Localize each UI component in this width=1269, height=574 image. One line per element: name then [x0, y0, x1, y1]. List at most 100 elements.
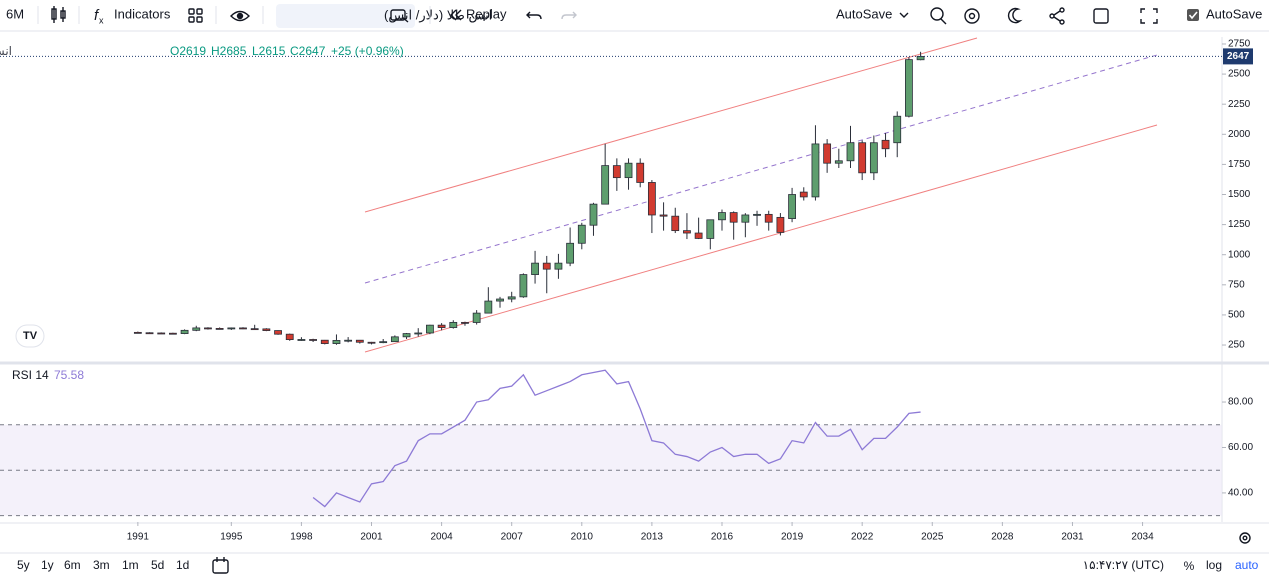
y-tick-label: 2250: [1228, 99, 1251, 110]
goto-date-icon[interactable]: [212, 557, 229, 574]
candle-body: [204, 327, 212, 330]
channel-lower[interactable]: [364, 124, 1158, 353]
candle-body: [414, 332, 423, 335]
candle-body: [355, 339, 364, 343]
range-button[interactable]: 1m: [122, 558, 139, 572]
y-tick-label: 2500: [1228, 69, 1251, 80]
x-tick-label: 2022: [851, 532, 874, 543]
range-button[interactable]: 5y: [17, 558, 30, 572]
log-toggle[interactable]: log: [1206, 558, 1222, 572]
candle-body: [227, 327, 236, 330]
candle-body: [285, 333, 294, 341]
axis-settings-icon[interactable]: [1239, 532, 1251, 544]
legend-close: C2647: [290, 44, 326, 58]
channel-middle[interactable]: [364, 54, 1158, 284]
candle-body: [426, 324, 434, 334]
candle-body: [215, 328, 224, 330]
candle-body: [858, 142, 867, 174]
y-tick-label: 250: [1228, 340, 1245, 351]
candle-body: [916, 55, 925, 61]
toolbar: 6M f x Indicators انس طلا (دلار/ انس) Re…: [0, 4, 1269, 32]
last-price-tag: [1223, 48, 1253, 65]
candle-body: [624, 162, 633, 179]
candle-body: [496, 298, 504, 302]
percent-toggle[interactable]: %: [1184, 559, 1195, 573]
candle-body: [519, 274, 528, 298]
range-button[interactable]: 6m: [64, 558, 81, 572]
candle-body: [262, 328, 271, 331]
candle-body: [484, 300, 493, 314]
candle-body: [566, 242, 575, 264]
candle-body: [169, 332, 177, 335]
y-tick-label: 1000: [1228, 249, 1251, 260]
rsi-last: 75.58: [54, 368, 84, 382]
candle-body: [309, 339, 317, 341]
range-button[interactable]: 1d: [176, 558, 189, 572]
share-icon[interactable]: [1049, 7, 1065, 25]
candle-body: [694, 232, 703, 239]
candle-body: [881, 139, 890, 150]
candle-body: [379, 341, 388, 344]
channel-upper[interactable]: [364, 37, 978, 213]
candle-body: [239, 327, 247, 330]
y-tick-label: 1500: [1228, 189, 1251, 200]
chart-type-icon[interactable]: [51, 6, 66, 23]
candle-body: [753, 213, 761, 216]
range-button[interactable]: 5d: [151, 558, 164, 572]
legend-open: O2619: [170, 44, 206, 58]
last-price-label: 2647: [1227, 51, 1250, 62]
fullscreen-icon[interactable]: [1140, 8, 1158, 24]
undo-icon[interactable]: [526, 11, 542, 20]
search-icon[interactable]: [390, 9, 409, 23]
interval-button[interactable]: 6M: [6, 6, 24, 21]
autosave-caret[interactable]: [899, 12, 909, 18]
candle-body: [893, 115, 902, 144]
candle-body: [788, 194, 796, 219]
indicators-button[interactable]: Indicators: [114, 6, 171, 21]
theme-icon[interactable]: [1007, 7, 1023, 24]
eye-icon[interactable]: [230, 10, 250, 22]
y-tick-label: 2750: [1228, 39, 1251, 50]
quick-search-icon[interactable]: [930, 7, 947, 25]
symbol-box[interactable]: [276, 4, 415, 28]
candle-body: [157, 332, 166, 335]
candle-body: [402, 333, 411, 338]
symbol-text[interactable]: انس طلا (دلار/ انس): [384, 7, 492, 23]
candle-body: [367, 341, 376, 344]
legend-change: +25 (+0.96%): [331, 44, 404, 58]
candle-body: [449, 321, 458, 328]
candle-body: [531, 262, 539, 275]
snapshot-icon[interactable]: [1093, 8, 1109, 24]
candle-body: [834, 160, 843, 164]
candle-body: [683, 230, 691, 234]
rsi-tick-label: 40.00: [1228, 488, 1253, 499]
rsi-tick-label: 80.00: [1228, 397, 1253, 408]
autosave-checkbox[interactable]: [1187, 9, 1199, 21]
redo-icon[interactable]: [561, 11, 577, 20]
autosave-menu[interactable]: AutoSave: [836, 6, 892, 21]
candle-body: [612, 165, 621, 179]
x-tick-label: 2019: [781, 532, 804, 543]
range-button[interactable]: 3m: [93, 558, 110, 572]
candle-body: [297, 339, 306, 341]
rsi-line: [312, 369, 921, 508]
channel-drawing[interactable]: [364, 37, 1158, 353]
candle-body: [320, 339, 329, 344]
x-tick-label: 2025: [921, 532, 944, 543]
legend-symbol: انس طلا (دلار/ انس) · 6M: [0, 44, 12, 59]
indicators-icon[interactable]: f: [94, 7, 100, 24]
settings-icon[interactable]: [964, 8, 980, 24]
range-button[interactable]: 1y: [41, 558, 54, 572]
auto-toggle[interactable]: auto: [1235, 558, 1259, 572]
replay-button[interactable]: Replay: [466, 6, 507, 21]
candle-body: [437, 324, 446, 328]
rsi-tick-label: 60.00: [1228, 442, 1253, 453]
autosave-label[interactable]: AutoSave: [1206, 6, 1262, 21]
replay-icon[interactable]: [450, 9, 462, 21]
candle-body: [332, 340, 341, 344]
candle-body: [589, 203, 598, 226]
templates-icon[interactable]: [188, 8, 203, 23]
candles: [133, 51, 925, 345]
x-tick-label: 2004: [430, 532, 453, 543]
